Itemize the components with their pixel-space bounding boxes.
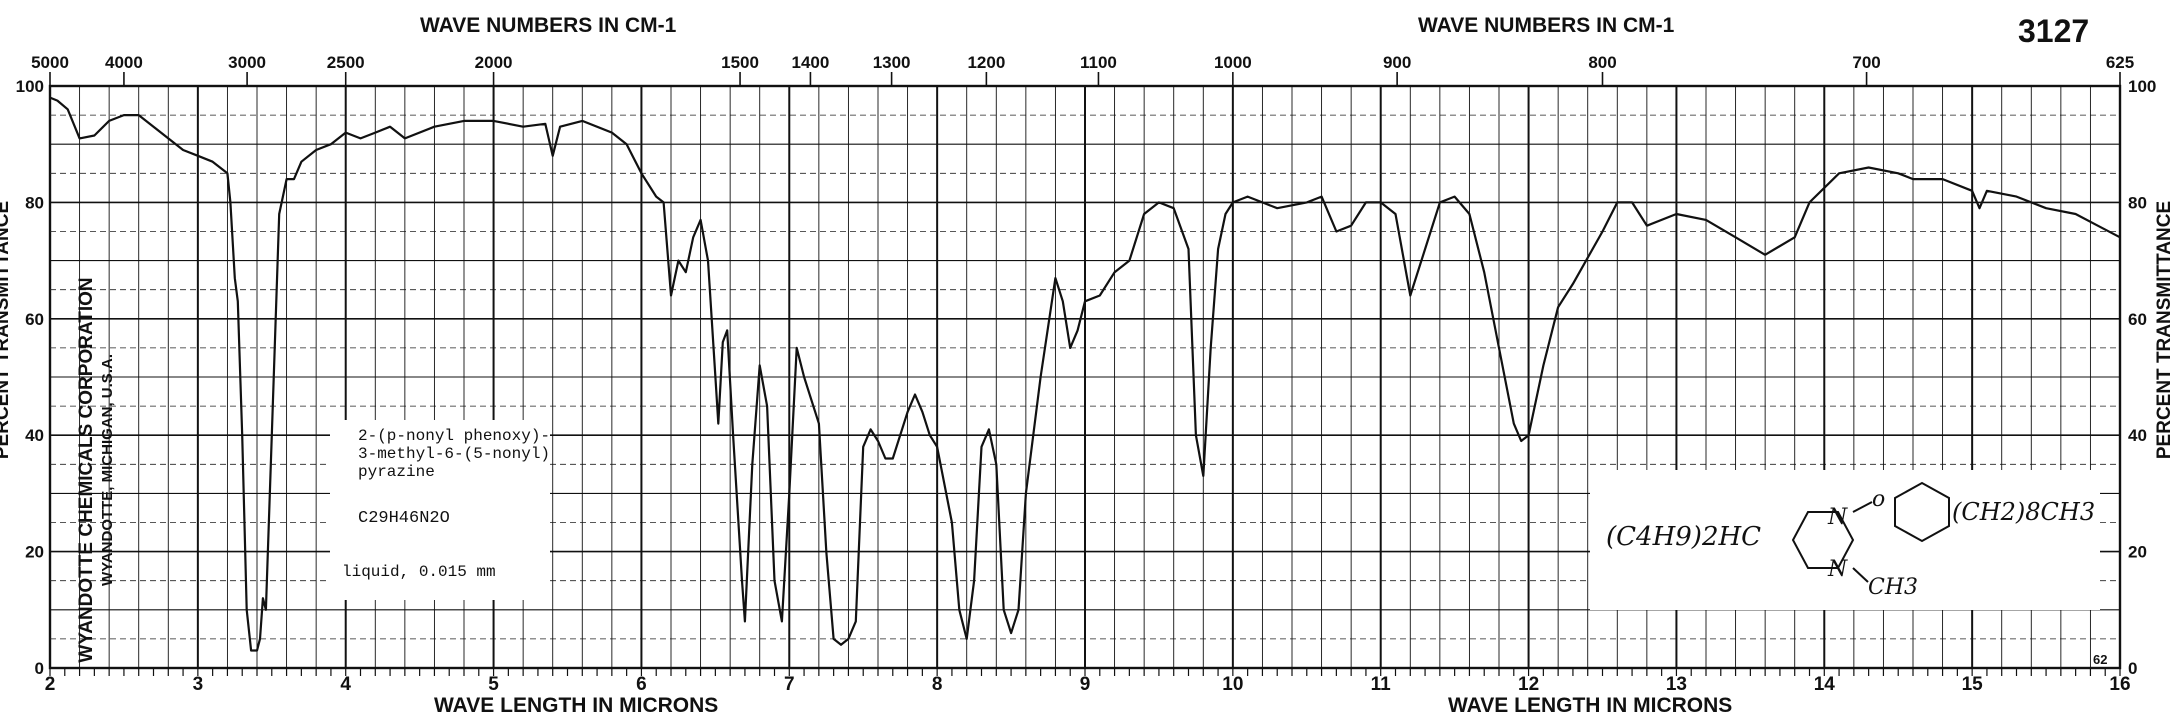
axis-layer: 2 3 4 5 6 7 8 9 10 11 12 13 14 15 16020406080100020406…	[16, 53, 2157, 695]
structure-chain: (CH2)8CH3	[1952, 498, 2095, 526]
y-axis-label-right: PERCENT TRANSMITTANCE	[2154, 201, 2175, 459]
spectrum-line	[49, 96, 2121, 652]
wavenumber-tick-label: 1300	[873, 53, 911, 72]
sample-formula: C29H46N2O	[358, 509, 450, 528]
ring-nitrogen-bottom: N	[1827, 557, 1848, 582]
y-tick-label-right: 40	[2128, 426, 2147, 445]
phenyl-ring	[1894, 481, 1950, 543]
corner-mark: 62	[2093, 652, 2107, 667]
y-tick-label-left: 20	[25, 543, 44, 562]
wavenumber-tick-label: 5000	[31, 53, 69, 72]
bottom-axis-label-right: WAVE LENGTH IN MICRONS	[1448, 694, 1732, 717]
wavenumber-tick-label: 1400	[792, 53, 830, 72]
publisher-line-2: WYANDOTTE, MICHIGAN, U.S.A.	[99, 354, 116, 586]
y-tick-label-left: 0	[35, 659, 44, 678]
micron-tick-label: 6	[636, 674, 647, 695]
micron-tick-label: 9	[1080, 674, 1091, 695]
y-tick-label-left: 40	[25, 426, 44, 445]
micron-tick-label: 4	[340, 674, 351, 695]
methyl-bond	[1852, 567, 1869, 583]
micron-tick-label: 15	[1962, 674, 1984, 695]
wavenumber-tick-label: 700	[1852, 53, 1880, 72]
sample-name-line-1: 2-(p-nonyl phenoxy)-	[358, 427, 550, 445]
micron-tick-label: 11	[1371, 674, 1392, 695]
y-tick-label-left: 60	[25, 310, 44, 329]
sample-name-line-3: pyrazine	[358, 463, 435, 481]
y-tick-label-right: 80	[2128, 193, 2147, 212]
micron-tick-label: 2	[45, 674, 56, 695]
ring-nitrogen-top: N	[1827, 505, 1848, 530]
y-tick-label-left: 80	[25, 193, 44, 212]
sample-name-line-2: 3-methyl-6-(5-nonyl)	[358, 445, 550, 463]
y-tick-label-right: 20	[2128, 543, 2147, 562]
wavenumber-tick-label: 625	[2106, 53, 2134, 72]
ring-to-oxygen-bond	[1852, 501, 1873, 513]
chart-id: 3127	[2018, 13, 2089, 49]
pyrazine-ring	[1791, 511, 1855, 569]
micron-tick-label: 10	[1222, 674, 1243, 695]
y-tick-label-right: 60	[2128, 310, 2147, 329]
bottom-axis-label-left: WAVE LENGTH IN MICRONS	[434, 694, 718, 717]
wavenumber-tick-label: 2500	[327, 53, 365, 72]
wavenumber-tick-label: 1200	[967, 53, 1005, 72]
micron-tick-label: 14	[1814, 674, 1836, 695]
sample-conditions: liquid, 0.015 mm	[342, 563, 496, 581]
micron-tick-label: 7	[784, 674, 795, 695]
wavenumber-tick-label: 2000	[475, 53, 513, 72]
structure-diagram: (C4H9)2HC N N o CH3 (CH2)8CH3	[1590, 470, 2100, 610]
wavenumber-tick-label: 900	[1383, 53, 1411, 72]
wavenumber-tick-label: 800	[1588, 53, 1616, 72]
wavenumber-tick-label: 4000	[105, 53, 143, 72]
micron-tick-label: 5	[488, 674, 499, 695]
top-axis-label-right: WAVE NUMBERS IN CM-1	[1418, 14, 1675, 37]
y-axis-label-left: PERCENT TRANSMITTANCE	[0, 201, 13, 459]
sample-label-box: 2-(p-nonyl phenoxy)- 3-methyl-6-(5-nonyl…	[330, 420, 550, 600]
y-tick-label-right: 100	[2128, 77, 2156, 96]
wavenumber-tick-label: 3000	[228, 53, 266, 72]
y-tick-label-left: 100	[16, 77, 44, 96]
micron-tick-label: 13	[1666, 674, 1687, 695]
publisher-line-1: WYANDOTTE CHEMICALS CORPORATION	[76, 277, 97, 662]
y-tick-label-right: 0	[2128, 659, 2137, 678]
micron-tick-label: 3	[193, 674, 204, 695]
micron-tick-label: 16	[2109, 674, 2130, 695]
structure-methyl: CH3	[1868, 575, 1918, 600]
micron-tick-label: 12	[1518, 674, 1539, 695]
micron-tick-label: 8	[932, 674, 943, 695]
ether-oxygen: o	[1872, 487, 1885, 512]
top-axis-label-left: WAVE NUMBERS IN CM-1	[420, 14, 677, 37]
wavenumber-tick-label: 1000	[1214, 53, 1252, 72]
structure-left-group: (C4H9)2HC	[1606, 522, 1761, 552]
wavenumber-tick-label: 1100	[1080, 53, 1117, 72]
wavenumber-tick-label: 1500	[721, 53, 759, 72]
